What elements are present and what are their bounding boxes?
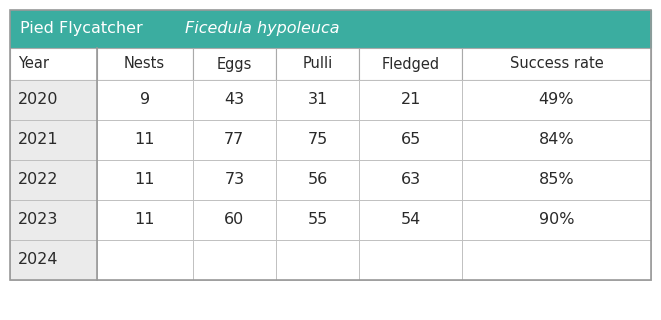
- Bar: [360, 240, 462, 280]
- Text: Pulli: Pulli: [303, 57, 332, 71]
- Bar: [10, 200, 97, 240]
- Text: Fledged: Fledged: [381, 57, 440, 71]
- Text: 49%: 49%: [539, 92, 574, 108]
- Bar: [97, 80, 193, 120]
- Bar: [462, 120, 651, 160]
- Text: 56: 56: [307, 172, 328, 188]
- Text: Nests: Nests: [124, 57, 165, 71]
- Text: 11: 11: [134, 172, 155, 188]
- Text: Year: Year: [18, 57, 49, 71]
- Bar: [97, 200, 193, 240]
- Bar: [276, 80, 360, 120]
- Text: 55: 55: [307, 212, 328, 228]
- Bar: [10, 10, 651, 280]
- Text: 2024: 2024: [18, 252, 59, 268]
- Bar: [193, 80, 276, 120]
- Text: 21: 21: [401, 92, 421, 108]
- Bar: [462, 160, 651, 200]
- Bar: [462, 200, 651, 240]
- Bar: [276, 120, 360, 160]
- Bar: [97, 120, 193, 160]
- Text: Pied Flycatcher: Pied Flycatcher: [20, 21, 148, 36]
- Bar: [97, 160, 193, 200]
- Bar: [193, 120, 276, 160]
- Bar: [276, 240, 360, 280]
- Text: Ficedula hypoleuca: Ficedula hypoleuca: [185, 21, 340, 36]
- Text: 54: 54: [401, 212, 421, 228]
- Text: 63: 63: [401, 172, 420, 188]
- Bar: [10, 160, 97, 200]
- Bar: [276, 160, 360, 200]
- Bar: [97, 240, 193, 280]
- Bar: [193, 200, 276, 240]
- Text: 60: 60: [224, 212, 245, 228]
- Bar: [360, 80, 462, 120]
- Bar: [462, 240, 651, 280]
- Text: 73: 73: [224, 172, 245, 188]
- Bar: [360, 120, 462, 160]
- Text: 77: 77: [224, 132, 245, 148]
- Text: 31: 31: [307, 92, 328, 108]
- Bar: [360, 160, 462, 200]
- Bar: [193, 160, 276, 200]
- Text: 2022: 2022: [18, 172, 59, 188]
- Text: 2020: 2020: [18, 92, 59, 108]
- Bar: [10, 48, 97, 80]
- Text: Success rate: Success rate: [510, 57, 603, 71]
- Text: 2023: 2023: [18, 212, 58, 228]
- Text: 90%: 90%: [539, 212, 574, 228]
- Text: 65: 65: [401, 132, 421, 148]
- Bar: [360, 48, 462, 80]
- Text: 43: 43: [224, 92, 245, 108]
- Bar: [276, 48, 360, 80]
- Text: 85%: 85%: [539, 172, 574, 188]
- Text: 9: 9: [139, 92, 149, 108]
- Bar: [360, 200, 462, 240]
- Bar: [193, 240, 276, 280]
- Bar: [462, 48, 651, 80]
- Bar: [462, 80, 651, 120]
- Text: 11: 11: [134, 212, 155, 228]
- Text: Eggs: Eggs: [217, 57, 252, 71]
- Text: 75: 75: [307, 132, 328, 148]
- Bar: [10, 10, 651, 48]
- Bar: [193, 48, 276, 80]
- Bar: [10, 120, 97, 160]
- Text: 84%: 84%: [539, 132, 574, 148]
- Bar: [97, 48, 193, 80]
- Bar: [10, 240, 97, 280]
- Bar: [10, 80, 97, 120]
- Bar: [276, 200, 360, 240]
- Text: 11: 11: [134, 132, 155, 148]
- Text: 2021: 2021: [18, 132, 59, 148]
